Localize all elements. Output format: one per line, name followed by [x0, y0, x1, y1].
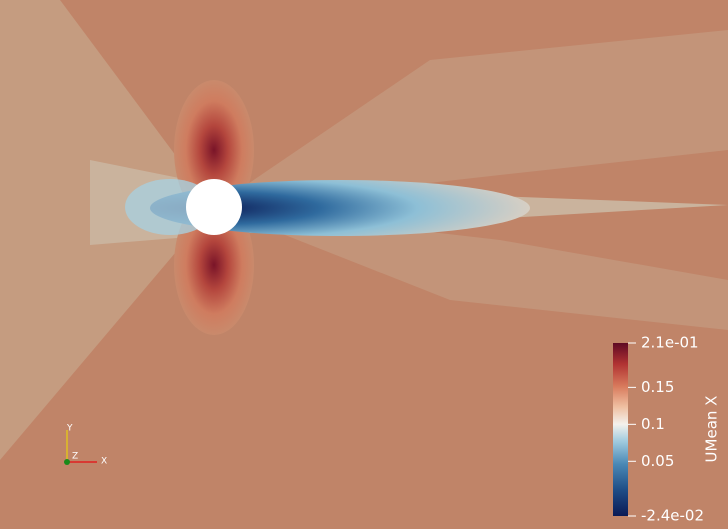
tick-label: 0.1: [641, 415, 665, 433]
tick-label: -2.4e-02: [641, 507, 704, 525]
tick-label: 0.05: [641, 452, 674, 470]
tick-label: 0.15: [641, 378, 674, 396]
axis-label: X: [101, 457, 107, 467]
tick-label: 2.1e-01: [641, 334, 699, 352]
colorbar-title: UMean X: [703, 396, 721, 463]
colorbar: UMean X 2.1e-01 0.15 0.1 0.05 -2.4e-02: [613, 334, 721, 525]
axes-triad: X Y Z: [64, 424, 107, 467]
axis-label: Y: [66, 424, 73, 434]
axis-label: Z: [72, 452, 78, 462]
